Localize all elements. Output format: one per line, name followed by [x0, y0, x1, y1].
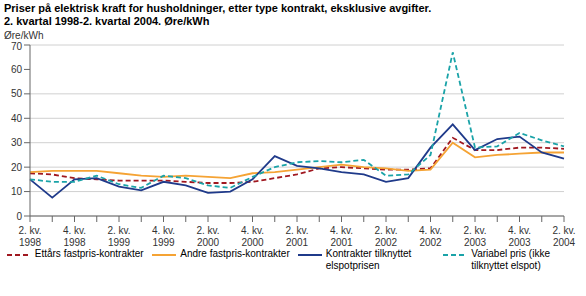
svg-text:4. kv.1999: 4. kv.1999 [152, 225, 175, 246]
svg-text:2. kv.2004: 2. kv.2004 [552, 225, 575, 246]
svg-text:2. kv.2002: 2. kv.2002 [374, 225, 397, 246]
svg-text:50: 50 [11, 88, 23, 99]
svg-text:4. kv.2002: 4. kv.2002 [419, 225, 442, 246]
svg-text:2. kv.1999: 2. kv.1999 [107, 225, 130, 246]
svg-text:60: 60 [11, 64, 23, 75]
html-text:Øre/kWh: Øre/kWh [4, 30, 44, 41]
html-text:Ettårs fastpris-kontrakter: Ettårs fastpris-kontrakter [34, 248, 144, 259]
svg-text:40: 40 [11, 113, 23, 124]
svg-text:4. kv.2001: 4. kv.2001 [330, 225, 353, 246]
svg-text:4. kv.1998: 4. kv.1998 [63, 225, 86, 246]
svg-text:0: 0 [16, 211, 22, 222]
svg-text:30: 30 [11, 137, 23, 148]
svg-text:10: 10 [11, 186, 23, 197]
html-text:Andre fastpris-kontrakter: Andre fastpris-kontrakter [180, 248, 290, 259]
html-text:Variabel pris (ikke tilknyttet: Variabel pris (ikke tilknyttet elspot) [471, 248, 550, 271]
svg-text:4. kv.2000: 4. kv.2000 [241, 225, 264, 246]
svg-text:70: 70 [11, 41, 23, 52]
svg-text:2. kv.2001: 2. kv.2001 [285, 225, 308, 246]
html-text:Kontrakter tilknyttet elspotpr: Kontrakter tilknyttet elspotprisen [325, 248, 412, 271]
html-text:2. kvartal 1998-2. kvartal 200: 2. kvartal 1998-2. kvartal 2004. Øre/kWh [4, 15, 210, 27]
svg-text:2. kv.2000: 2. kv.2000 [196, 225, 219, 246]
svg-text:2. kv.1998: 2. kv.1998 [18, 225, 41, 246]
svg-text:4. kv.2003: 4. kv.2003 [508, 225, 531, 246]
svg-text:2. kv.2003: 2. kv.2003 [463, 225, 486, 246]
html-text:Priser på elektrisk kraft for: Priser på elektrisk kraft for husholdnin… [4, 2, 432, 14]
svg-text:20: 20 [11, 162, 23, 173]
